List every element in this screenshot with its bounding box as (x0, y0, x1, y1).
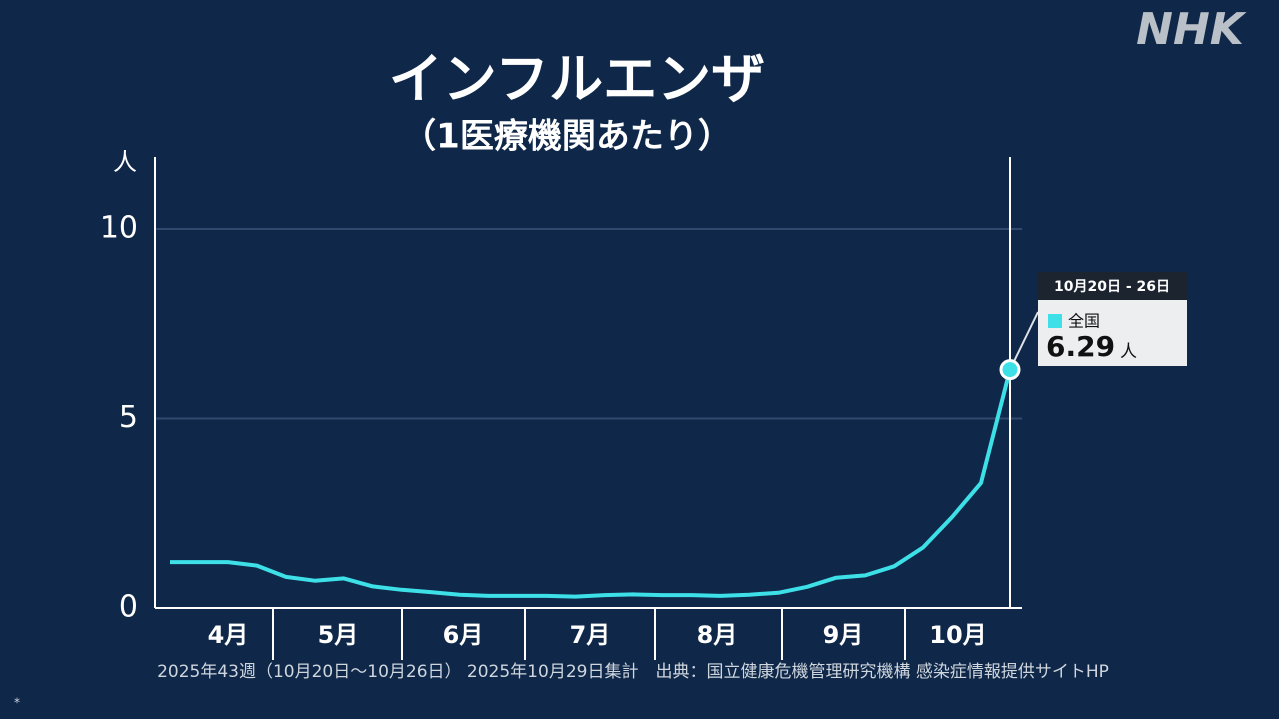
x-tick-label: 10月 (929, 621, 986, 649)
x-tick-label: 6月 (443, 621, 484, 649)
tooltip-unit: 人 (1120, 342, 1137, 362)
y-unit: 人 (113, 148, 137, 176)
tooltip-body (1038, 300, 1187, 366)
x-tick-label: 9月 (823, 621, 864, 649)
tooltip-period: 10月20日 - 26日 (1054, 279, 1170, 295)
legend-label: 全国 (1068, 312, 1100, 331)
mark: * (14, 696, 20, 710)
y-tick-label: 5 (119, 400, 138, 435)
last-point (999, 359, 1021, 381)
chart-subtitle: （1医療機関あたり） (402, 117, 732, 157)
x-tick-label: 7月 (570, 621, 611, 649)
callout-pointer (1009, 311, 1039, 371)
tooltip-header (1038, 272, 1187, 300)
x-tick-label: 5月 (318, 621, 359, 649)
tooltip-value: 6.29 (1046, 330, 1115, 363)
legend-swatch (1048, 314, 1062, 328)
y-tick-label: 0 (119, 590, 138, 625)
x-tick-label: 4月 (208, 621, 249, 649)
data-line (170, 369, 1012, 599)
chart-title: インフルエンザ (389, 48, 765, 111)
footnote: 2025年43週（10月20日～10月26日） 2025年10月29日集計 出典… (157, 662, 1109, 682)
y-tick-label: 10 (100, 211, 138, 246)
x-tick-label: 8月 (697, 621, 738, 649)
logo: NHK (1136, 4, 1247, 55)
